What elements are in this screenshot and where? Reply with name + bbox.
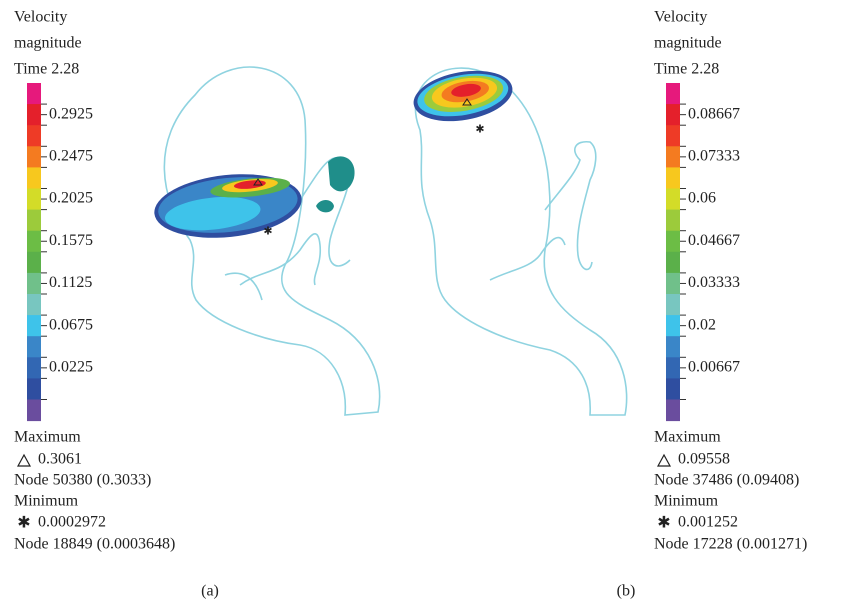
legend-title: Time 2.28 xyxy=(14,61,79,78)
min-node: Node 18849 (0.0003648) xyxy=(14,536,175,553)
colorbar-segment xyxy=(666,230,680,253)
min-label: Minimum xyxy=(654,493,719,510)
colorbar-label: 0.07333 xyxy=(688,148,740,165)
caption: (a) xyxy=(201,583,219,600)
colorbar-label: 0.1125 xyxy=(49,274,92,291)
colorbar-label: 0.03333 xyxy=(688,274,740,291)
max-node: Node 50380 (0.3033) xyxy=(14,472,151,489)
max-label: Maximum xyxy=(14,429,81,446)
svg-text:✱: ✱ xyxy=(263,226,272,238)
colorbar-segment xyxy=(27,399,41,422)
colorbar-segment xyxy=(27,146,41,168)
colorbar-segment xyxy=(27,230,41,253)
max-symbol xyxy=(656,453,672,467)
colorbar-segment xyxy=(666,83,680,105)
colorbar-segment xyxy=(666,125,680,147)
max-value: 0.3061 xyxy=(38,451,82,468)
colorbar-label: 0.0675 xyxy=(49,316,93,333)
colorbar-segment xyxy=(666,251,680,274)
colorbar-segment xyxy=(27,336,41,358)
colorbar-segment xyxy=(666,378,680,400)
legend-title: magnitude xyxy=(654,35,722,52)
max-label: Maximum xyxy=(654,429,721,446)
max-value: 0.09558 xyxy=(678,451,730,468)
colorbar-label: 0.1575 xyxy=(49,232,93,249)
colorbar-segment xyxy=(27,104,41,126)
legend-title: Time 2.28 xyxy=(654,61,719,78)
caption: (b) xyxy=(617,583,636,600)
legend-title: magnitude xyxy=(14,35,82,52)
min-label: Minimum xyxy=(14,493,79,510)
colorbar-segment xyxy=(666,357,680,379)
colorbar-segment xyxy=(666,315,680,337)
colorbar-segment xyxy=(666,167,680,189)
colorbar-segment xyxy=(27,251,41,274)
legend-title: Velocity xyxy=(654,9,707,26)
colorbar-segment xyxy=(27,188,41,211)
colorbar-label: 0.0225 xyxy=(49,359,93,376)
colorbar-segment xyxy=(27,167,41,189)
colorbar-segment xyxy=(27,378,41,400)
colorbar-segment xyxy=(27,315,41,337)
min-node: Node 17228 (0.001271) xyxy=(654,536,807,553)
min-symbol: ✱ xyxy=(17,515,30,532)
colorbar-label: 0.06 xyxy=(688,190,716,207)
colorbar-segment xyxy=(27,83,41,105)
colorbar-label: 0.2475 xyxy=(49,148,93,165)
colorbar-label: 0.00667 xyxy=(688,359,740,376)
colorbar-label: 0.2025 xyxy=(49,190,93,207)
max-node: Node 37486 (0.09408) xyxy=(654,472,799,489)
colorbar-segment xyxy=(27,272,41,295)
min-value: 0.0002972 xyxy=(38,514,106,531)
colorbar-segment xyxy=(27,294,41,316)
colorbar-segment xyxy=(666,272,680,295)
colorbar-segment xyxy=(666,104,680,126)
colorbar-label: 0.2925 xyxy=(49,105,93,122)
vessel-b: ✱ xyxy=(413,67,628,416)
vessel-a: ✱ xyxy=(154,66,381,416)
colorbar-segment xyxy=(27,125,41,147)
min-symbol: ✱ xyxy=(657,515,670,532)
colorbar-segment xyxy=(666,336,680,358)
colorbar-segment xyxy=(666,146,680,168)
colorbar-segment xyxy=(666,294,680,316)
legend-title: Velocity xyxy=(14,9,67,26)
colorbar-segment xyxy=(27,209,41,232)
colorbar-segment xyxy=(666,209,680,232)
min-value: 0.001252 xyxy=(678,514,738,531)
svg-text:✱: ✱ xyxy=(475,124,484,136)
colorbar-label: 0.02 xyxy=(688,316,716,333)
colorbar-segment xyxy=(666,399,680,422)
max-symbol xyxy=(16,453,32,467)
colorbar-label: 0.04667 xyxy=(688,232,740,249)
colorbar-segment xyxy=(666,188,680,211)
colorbar-segment xyxy=(27,357,41,379)
colorbar-label: 0.08667 xyxy=(688,105,740,122)
